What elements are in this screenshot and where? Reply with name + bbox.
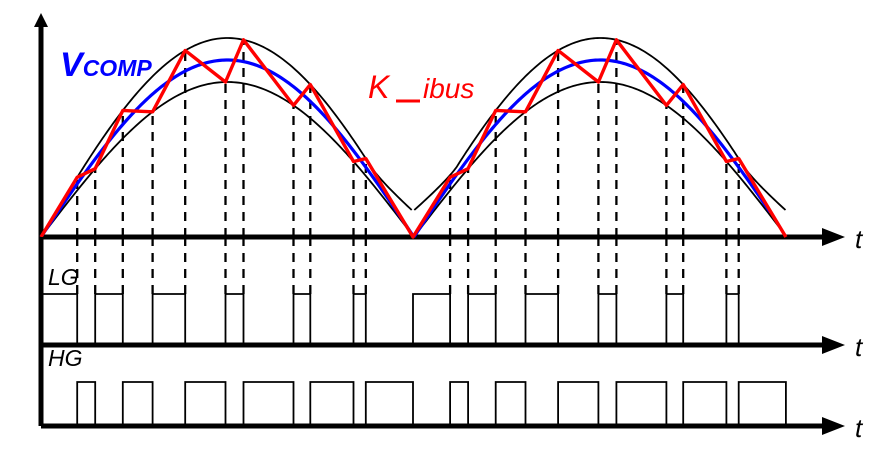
svg-text:K: K [368,69,391,105]
svg-text:HG: HG [48,345,83,371]
svg-text:ibus: ibus [423,73,474,104]
svg-text:LG: LG [48,264,79,290]
